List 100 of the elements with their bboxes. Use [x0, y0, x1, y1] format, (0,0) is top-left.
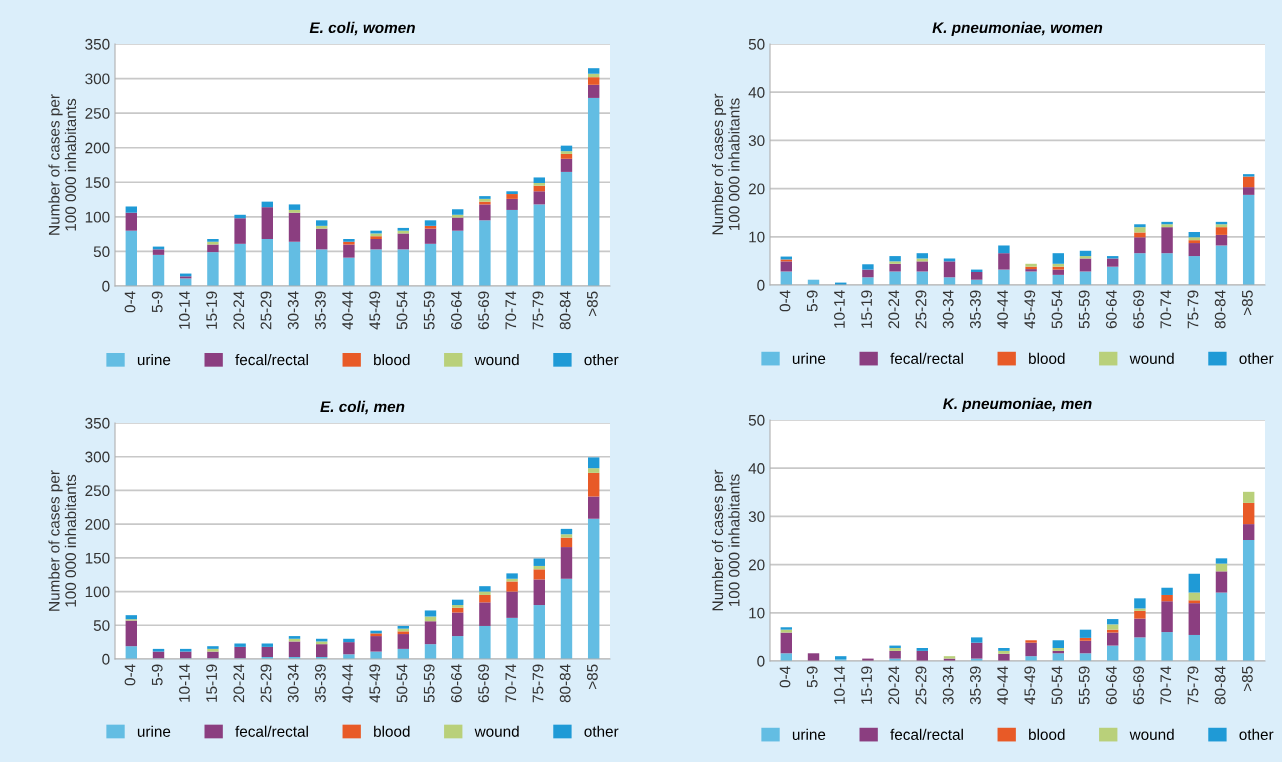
legend-label: blood — [1029, 352, 1065, 364]
legend-label: fecal/rectal — [890, 352, 963, 364]
chart-title: E. coli, women — [309, 21, 415, 36]
x-tick-label: 25-29 — [915, 666, 927, 705]
y-tick-label: 0 — [102, 280, 110, 292]
x-tick-label: 40-44 — [997, 290, 1008, 329]
x-tick-label: 55-59 — [1078, 290, 1090, 329]
y-tick-label: 250 — [85, 108, 110, 119]
legend-label: wound — [1129, 352, 1174, 364]
x-tick-label: 10-14 — [834, 666, 845, 704]
x-tick-label: 60-64 — [450, 291, 462, 330]
x-tick-label: 10-14 — [179, 664, 190, 702]
x-tick-label: 60-64 — [1105, 666, 1117, 705]
x-tick-label: 40-44 — [342, 664, 353, 703]
y-tick-label: 50 — [748, 38, 765, 50]
x-tick-label: 0-4 — [124, 664, 136, 686]
legend-label: urine — [137, 725, 171, 737]
legend-label: fecal/rectal — [235, 725, 308, 737]
x-tick-label: 60-64 — [1105, 290, 1117, 329]
x-tick-label: 75-79 — [1187, 666, 1199, 705]
x-tick-label: 5-9 — [151, 664, 163, 686]
x-tick-label: 15-19 — [206, 291, 218, 329]
y-tick-label: 10 — [749, 607, 765, 619]
x-tick-label: 0-4 — [779, 666, 791, 688]
y-tick-label: 40 — [748, 87, 765, 98]
x-tick-label: 75-79 — [532, 291, 544, 330]
legend-label: blood — [374, 725, 410, 737]
legend-label: fecal/rectal — [890, 728, 963, 740]
x-tick-label: 55-59 — [423, 664, 435, 703]
legend-label: urine — [792, 352, 826, 364]
x-tick-label: 30-34 — [287, 664, 299, 703]
y-tick-label: 300 — [85, 451, 110, 463]
x-tick-label: 10-14 — [834, 290, 845, 328]
y-tick-label: 50 — [748, 414, 765, 426]
x-tick-label: >85 — [586, 664, 598, 690]
x-tick-label: 50-54 — [1051, 666, 1063, 705]
x-tick-label: 65-69 — [1133, 290, 1144, 329]
x-tick-label: 45-49 — [369, 291, 381, 330]
x-tick-label: 75-79 — [532, 664, 544, 703]
x-tick-label: 55-59 — [423, 291, 435, 330]
x-tick-label: 50-54 — [396, 291, 408, 330]
x-tick-label: 20-24 — [888, 666, 900, 705]
y-tick-label: 20 — [748, 183, 765, 195]
x-tick-label: >85 — [586, 291, 598, 317]
legend-label: other — [584, 353, 619, 366]
y-tick-label: 100 — [85, 211, 110, 223]
y-tick-label: 300 — [85, 73, 110, 85]
y-tick-label: 10 — [749, 231, 765, 243]
y-tick-label: 30 — [748, 511, 765, 523]
y-tick-label: 200 — [85, 142, 110, 154]
x-tick-label: 15-19 — [206, 664, 218, 702]
x-tick-label: 40-44 — [342, 291, 353, 330]
legend-label: other — [584, 725, 619, 737]
legend-label: wound — [474, 353, 519, 366]
x-tick-label: 65-69 — [478, 664, 489, 703]
x-tick-label: 20-24 — [233, 291, 245, 330]
x-tick-label: >85 — [1241, 666, 1253, 692]
x-tick-label: 80-84 — [559, 291, 571, 330]
legend-label: blood — [374, 353, 410, 366]
x-tick-label: 55-59 — [1078, 666, 1090, 705]
x-tick-label: 5-9 — [806, 666, 818, 688]
y-tick-label: 50 — [93, 246, 110, 258]
y-tick-label: 150 — [85, 177, 110, 188]
legend-label: wound — [474, 725, 519, 737]
x-tick-label: 70-74 — [1160, 290, 1172, 329]
x-tick-label: 75-79 — [1187, 290, 1199, 329]
x-tick-label: 45-49 — [1024, 290, 1036, 329]
x-tick-label: 35-39 — [969, 666, 981, 705]
x-tick-label: 45-49 — [369, 664, 381, 703]
y-tick-label: 50 — [93, 620, 110, 631]
x-tick-label: 80-84 — [1214, 666, 1226, 705]
x-tick-label: 25-29 — [915, 290, 927, 329]
x-tick-label: 0-4 — [779, 290, 791, 312]
y-tick-label: 40 — [748, 463, 765, 474]
y-axis-title: Number of cases per 100 000 inhabitants — [48, 470, 77, 611]
x-tick-label: >85 — [1241, 290, 1253, 316]
y-axis-title: Number of cases per 100 000 inhabitants — [48, 94, 77, 235]
chart-title: K. pneumoniae, women — [932, 21, 1103, 37]
x-tick-label: 50-54 — [1051, 290, 1063, 329]
x-tick-label: 30-34 — [942, 666, 954, 705]
legend-label: urine — [137, 353, 171, 366]
y-tick-label: 0 — [102, 653, 110, 665]
x-tick-label: 35-39 — [314, 664, 326, 703]
x-tick-label: 50-54 — [396, 664, 408, 703]
legend-label: other — [1239, 728, 1274, 740]
legend-label: blood — [1029, 728, 1065, 740]
x-tick-label: 45-49 — [1024, 666, 1036, 705]
y-tick-label: 200 — [85, 519, 110, 530]
legend-label: wound — [1129, 728, 1174, 740]
y-tick-label: 100 — [85, 586, 110, 598]
chart-title: K. pneumoniae, men — [943, 397, 1092, 413]
y-tick-label: 20 — [748, 559, 765, 571]
x-tick-label: 35-39 — [314, 291, 326, 330]
x-tick-label: 0-4 — [124, 291, 136, 313]
x-tick-label: 5-9 — [806, 290, 818, 312]
x-tick-label: 10-14 — [179, 291, 190, 329]
legend-label: fecal/rectal — [235, 353, 308, 366]
legend-label: urine — [792, 728, 826, 740]
x-tick-label: 30-34 — [942, 290, 954, 329]
x-tick-label: 65-69 — [1133, 666, 1144, 705]
